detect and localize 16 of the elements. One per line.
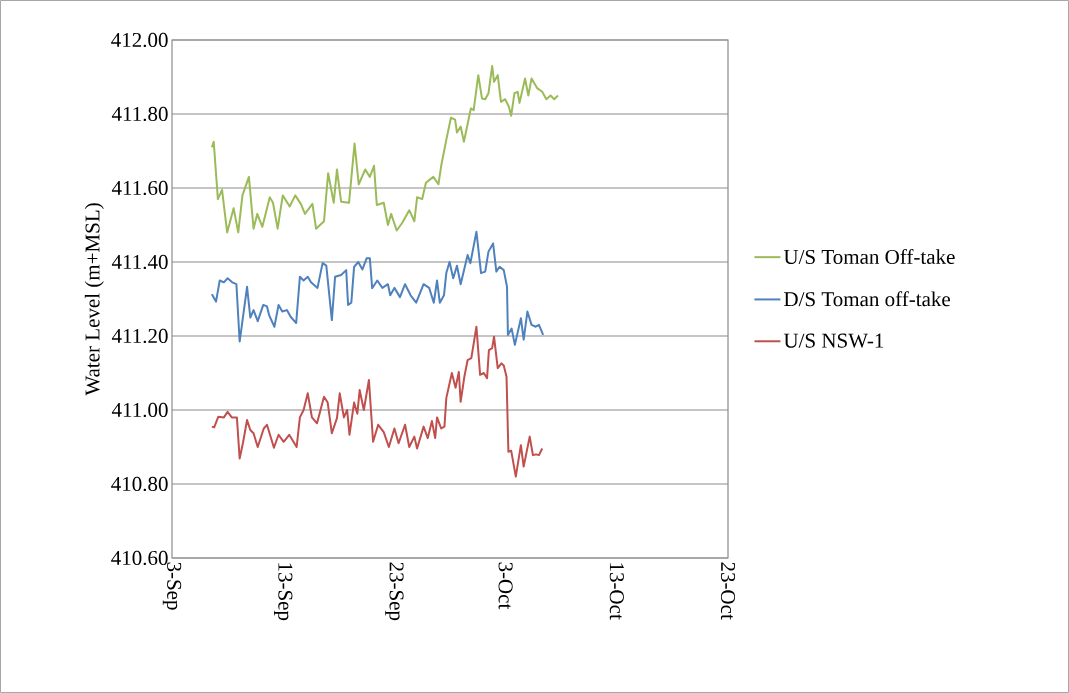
y-tick-label: 411.80 bbox=[111, 106, 168, 122]
y-axis-title: Water Level (m+MSL) bbox=[84, 203, 104, 396]
y-tick-label: 411.20 bbox=[111, 328, 168, 344]
legend-label: D/S Toman off-take bbox=[784, 291, 951, 307]
y-tick-label: 410.80 bbox=[111, 476, 168, 492]
x-tick-label: 23-Sep bbox=[385, 562, 404, 621]
x-tick-label: 13-Oct bbox=[609, 563, 624, 620]
y-tick-label: 411.60 bbox=[111, 180, 168, 196]
y-tick-label: 411.00 bbox=[111, 402, 168, 418]
legend-label: U/S Toman Off-take bbox=[783, 249, 955, 264]
x-tick-label: 13-Sep bbox=[274, 563, 293, 621]
legend-label: U/S NSW-1 bbox=[783, 333, 884, 348]
y-tick-label: 412.00 bbox=[111, 32, 168, 48]
x-tick-label: 23-Oct bbox=[720, 562, 736, 620]
x-tick-label: 3-Oct bbox=[498, 562, 513, 610]
y-tick-label: 411.40 bbox=[111, 254, 168, 270]
